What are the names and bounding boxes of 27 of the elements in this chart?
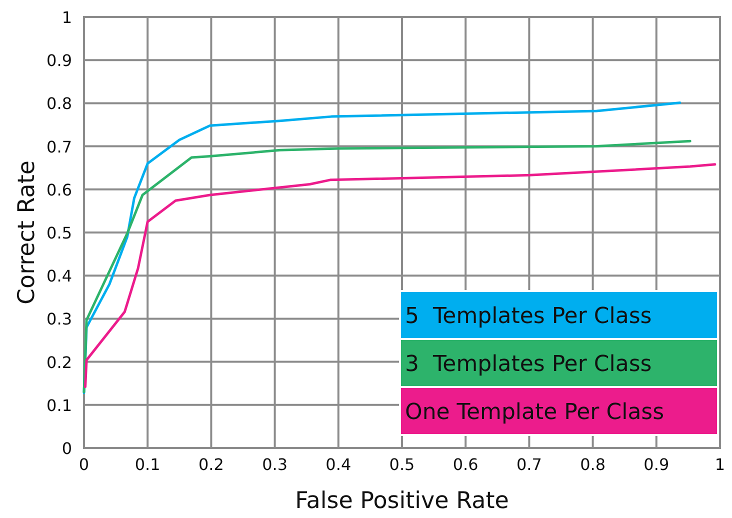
y-tick-label: 0.3 — [46, 310, 72, 329]
x-tick-label: 0.1 — [134, 455, 160, 474]
y-tick-label: 0 — [62, 439, 72, 458]
y-axis-title: Correct Rate — [14, 160, 40, 304]
text: 5 Templates Per Class — [405, 304, 652, 329]
x-tick-label: 1 — [714, 455, 726, 474]
y-tick-label: 0.2 — [46, 352, 72, 372]
x-tick-label: 0.2 — [198, 455, 224, 474]
x-axis-title: False Positive Rate — [295, 488, 509, 514]
y-tick-label: 0.7 — [46, 137, 72, 156]
x-tick-label: 0.3 — [262, 455, 288, 474]
x-tick-label: 0.4 — [326, 455, 352, 474]
y-tick-label: 0.1 — [46, 396, 72, 415]
y-tick-label: 0.9 — [46, 51, 72, 70]
y-tick-label: 0.4 — [46, 266, 72, 286]
x-tick-label: 0.5 — [389, 455, 415, 474]
y-tick-label: 0.8 — [46, 94, 72, 114]
y-tick-label: 0.5 — [46, 224, 72, 242]
y-tick-label: 1 — [62, 8, 72, 27]
text: 3 Templates Per Class — [405, 352, 652, 377]
x-tick-label: 0.7 — [516, 455, 542, 474]
x-tick-label: 0.6 — [452, 455, 478, 474]
x-tick-label: 0.9 — [644, 455, 670, 474]
x-tick-label: 0.8 — [580, 455, 606, 474]
text: One Template Per Class — [405, 400, 664, 425]
y-tick-label: 0.6 — [46, 180, 72, 200]
x-tick-label: 0 — [78, 455, 90, 474]
